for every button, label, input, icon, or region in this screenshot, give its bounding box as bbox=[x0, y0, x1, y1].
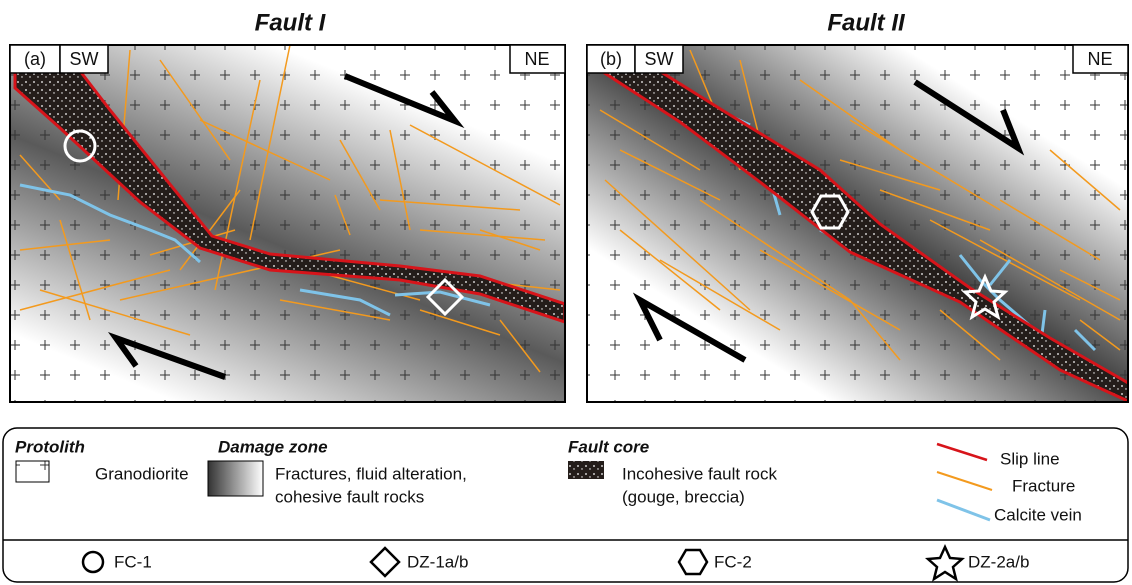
direction: SW bbox=[70, 49, 99, 69]
legend-heading: Protolith bbox=[15, 437, 85, 456]
sample-label: DZ-2a/b bbox=[968, 552, 1029, 571]
legend-text: cohesive fault rocks bbox=[275, 487, 424, 506]
panel-label: (b) bbox=[600, 49, 622, 69]
figure: Fault I Fault II (a) SW NE (b) SW bbox=[0, 0, 1132, 585]
direction: SW bbox=[645, 49, 674, 69]
legend-heading: Fault core bbox=[568, 437, 649, 456]
panel-a bbox=[10, 45, 565, 402]
legend-text: (gouge, breccia) bbox=[622, 487, 745, 506]
panel-title: Fault II bbox=[827, 9, 906, 36]
direction: NE bbox=[1087, 49, 1112, 69]
sample-label: FC-2 bbox=[714, 552, 752, 571]
legend-text: Fractures, fluid alteration, bbox=[275, 464, 467, 483]
legend-text: Fracture bbox=[1012, 476, 1075, 495]
panel-label: (a) bbox=[24, 49, 46, 69]
panel-title: Fault I bbox=[255, 9, 327, 36]
legend: Protolith Damage zone Fault core Granodi… bbox=[3, 428, 1128, 582]
legend-text: Calcite vein bbox=[994, 505, 1082, 524]
sample-label: DZ-1a/b bbox=[407, 552, 468, 571]
legend-text: Granodiorite bbox=[95, 464, 189, 483]
legend-heading: Damage zone bbox=[218, 437, 328, 456]
legend-text: Slip line bbox=[1000, 449, 1060, 468]
legend-text: Incohesive fault rock bbox=[622, 464, 777, 483]
sample-label: FC-1 bbox=[114, 552, 152, 571]
direction: NE bbox=[524, 49, 549, 69]
panel-b bbox=[587, 45, 1130, 402]
